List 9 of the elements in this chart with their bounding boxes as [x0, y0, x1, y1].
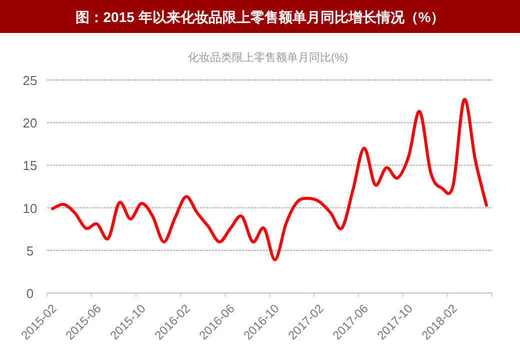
y-tick-label: 20 [22, 116, 38, 131]
y-tick-label: 5 [26, 243, 34, 258]
y-tick-label: 15 [22, 158, 38, 174]
y-tick-label: 25 [22, 73, 38, 88]
chart-subtitle: 化妆品类限上零售额单月同比(%) [188, 51, 348, 64]
line-series [51, 98, 488, 262]
y-tick-label: 10 [22, 200, 38, 216]
chart-title: 图：2015 年以来化妆品限上零售额单月同比增长情况（%） [75, 9, 445, 25]
y-tick-label: 0 [26, 286, 34, 301]
